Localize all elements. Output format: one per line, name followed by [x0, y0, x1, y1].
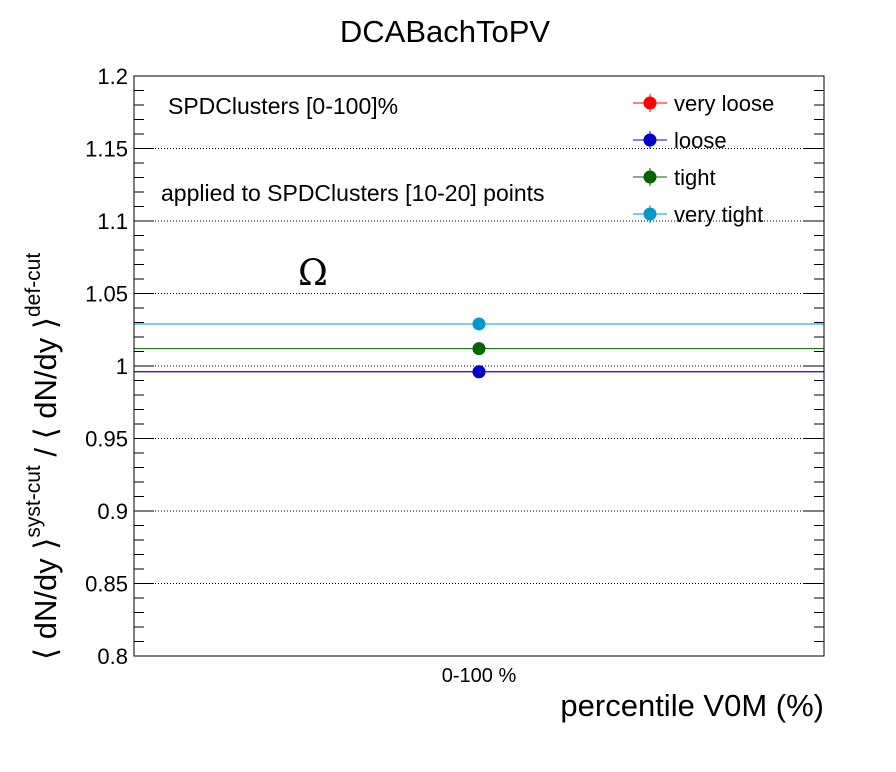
x-axis-label: percentile V0M (%) [560, 688, 824, 723]
y-tick-label: 1.1 [97, 209, 128, 234]
y-label-sup-den: def-cut [22, 253, 45, 317]
legend: very loose loose tight very tight [633, 91, 774, 227]
y-axis-label: ⟨ dN/dy ⟩syst-cut / ⟨ dN/dy ⟩def-cut [22, 253, 63, 660]
y-tick-label: 0.95 [85, 427, 128, 452]
annotation-centrality: SPDClusters [0-100]% [168, 93, 398, 119]
legend-marker [643, 207, 657, 221]
y-tick-label: 1.05 [85, 282, 128, 307]
data-point [472, 365, 486, 379]
y-label-base: ⟨ dN/dy ⟩ [28, 538, 63, 660]
y-tick-label: 0.9 [97, 499, 128, 524]
legend-label: tight [674, 165, 716, 190]
y-label-sup-num: syst-cut [22, 465, 45, 538]
x-tick-label: 0-100 % [442, 665, 517, 687]
legend-marker [643, 96, 657, 110]
y-tick-label: 1 [116, 354, 128, 379]
data-points [472, 317, 486, 379]
annotation-applied: applied to SPDClusters [10-20] points [161, 180, 545, 206]
y-label-sep: / [28, 439, 63, 465]
x-axis: 0-100 % [442, 665, 517, 687]
legend-label: very tight [674, 202, 763, 227]
data-point [472, 342, 486, 356]
y-label-base2: ⟨ dN/dy ⟩ [28, 317, 63, 439]
legend-marker [643, 133, 657, 147]
chart-title: DCABachToPV [340, 14, 551, 49]
y-tick-label: 1.2 [97, 64, 128, 89]
legend-label: very loose [674, 91, 774, 116]
svg-text:⟨ dN/dy ⟩syst-cut / ⟨ dN/dy ⟩d: ⟨ dN/dy ⟩syst-cut / ⟨ dN/dy ⟩def-cut [22, 253, 63, 660]
y-tick-label: 0.8 [97, 644, 128, 669]
data-point [472, 317, 486, 331]
legend-marker [643, 170, 657, 184]
y-tick-label: 1.15 [85, 137, 128, 162]
y-axis: 0.8 0.85 0.9 0.95 1 1.05 1.1 1.15 1.2 [85, 64, 824, 669]
annotation-particle: Ω [298, 253, 328, 294]
y-tick-label: 0.85 [85, 572, 128, 597]
legend-label: loose [674, 128, 727, 153]
